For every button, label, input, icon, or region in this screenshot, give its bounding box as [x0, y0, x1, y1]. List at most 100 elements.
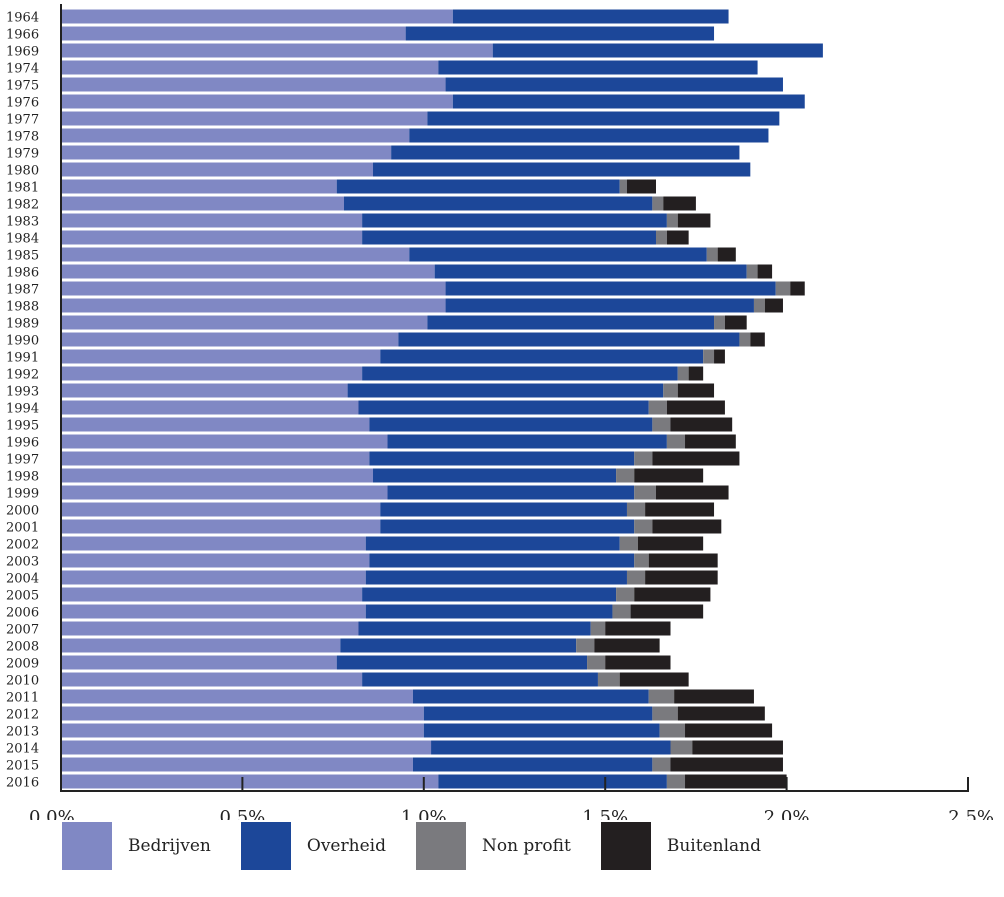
bar-buitenland-2000: [645, 502, 715, 517]
bar-buitenland-1998: [634, 468, 704, 483]
bar-bedrijven-2016: [61, 774, 439, 789]
bar-non-profit-1999: [634, 485, 656, 500]
category-label-1992: 1992: [6, 368, 39, 383]
bar-bedrijven-1989: [61, 315, 428, 330]
category-label-1995: 1995: [6, 419, 39, 434]
legend: Bedrijven Overheid Non profit Buitenland: [62, 822, 791, 870]
bar-bedrijven-2007: [61, 621, 359, 636]
bar-overheid-1983: [362, 213, 667, 228]
bar-overheid-1991: [380, 349, 704, 364]
category-label-1978: 1978: [6, 130, 39, 145]
bar-buitenland-2007: [605, 621, 671, 636]
category-label-1996: 1996: [6, 436, 39, 451]
category-label-1985: 1985: [6, 249, 39, 264]
category-label-2009: 2009: [6, 657, 39, 672]
category-label-1993: 1993: [6, 385, 39, 400]
bar-bedrijven-1966: [61, 26, 406, 41]
bar-bedrijven-2001: [61, 519, 381, 534]
bar-buitenland-1988: [764, 298, 783, 313]
category-label-1997: 1997: [6, 453, 39, 468]
bar-non-profit-1985: [706, 247, 718, 262]
category-label-1983: 1983: [6, 215, 39, 230]
bar-bedrijven-2000: [61, 502, 381, 517]
category-label-1988: 1988: [6, 300, 39, 315]
bar-overheid-2005: [362, 587, 617, 602]
category-label-2006: 2006: [6, 606, 39, 621]
category-labels: 1964 1966 1969 1974 1975 1976 1977 1978 1979 1980…: [6, 11, 39, 791]
bar-overheid-1997: [369, 451, 635, 466]
bar-bedrijven-2002: [61, 536, 366, 551]
category-label-2013: 2013: [6, 725, 39, 740]
bar-non-profit-2004: [626, 570, 646, 585]
bar-overheid-1995: [369, 417, 653, 432]
bar-bedrijven-2015: [61, 757, 413, 772]
bar-buitenland-1997: [652, 451, 740, 466]
bar-bedrijven-2009: [61, 655, 337, 670]
bar-overheid-2004: [365, 570, 627, 585]
bar-bedrijven-1980: [61, 162, 374, 177]
bar-buitenland-2002: [637, 536, 704, 551]
bar-non-profit-2016: [666, 774, 686, 789]
bar-non-profit-1992: [677, 366, 689, 381]
x-tick-label: 2,0%: [764, 807, 810, 820]
bar-bedrijven-2003: [61, 553, 370, 568]
x-tick-label: 1,5%: [582, 807, 628, 820]
bar-overheid-1974: [438, 60, 758, 75]
bar-non-profit-2011: [648, 689, 675, 704]
category-label-1987: 1987: [6, 283, 39, 298]
bar-bedrijven-2006: [61, 604, 366, 619]
bar-non-profit-2013: [659, 723, 686, 738]
bar-buitenland-2001: [652, 519, 722, 534]
bar-overheid-2012: [423, 706, 653, 721]
bar-bedrijven-1992: [61, 366, 363, 381]
bar-bedrijven-2010: [61, 672, 363, 687]
bar-non-profit-2010: [597, 672, 620, 687]
bar-bedrijven-1993: [61, 383, 348, 398]
legend-label-non-profit: Non profit: [481, 836, 571, 856]
bar-overheid-2009: [336, 655, 588, 670]
bar-non-profit-1993: [663, 383, 678, 398]
bar-overheid-1979: [391, 145, 740, 160]
bar-bedrijven-1996: [61, 434, 388, 449]
legend-swatch-buitenland: [600, 822, 651, 870]
category-label-2016: 2016: [6, 776, 39, 791]
category-label-2007: 2007: [6, 623, 39, 638]
bar-bedrijven-1976: [61, 94, 453, 109]
bar-non-profit-2008: [576, 638, 595, 653]
bar-buitenland-2012: [677, 706, 765, 721]
bar-non-profit-1996: [666, 434, 686, 449]
bar-bedrijven-1998: [61, 468, 374, 483]
bar-buitenland-1990: [750, 332, 765, 347]
bar-overheid-2010: [362, 672, 598, 687]
bar-bedrijven-2011: [61, 689, 413, 704]
bar-bedrijven-1985: [61, 247, 410, 262]
category-label-1979: 1979: [6, 147, 39, 162]
bar-bedrijven-2004: [61, 570, 366, 585]
category-label-1991: 1991: [6, 351, 39, 366]
bar-buitenland-2010: [619, 672, 689, 687]
bar-overheid-1964: [452, 9, 729, 24]
bar-bedrijven-1987: [61, 281, 446, 296]
category-label-1981: 1981: [6, 181, 39, 196]
category-label-1982: 1982: [6, 198, 39, 213]
bar-buitenland-2006: [630, 604, 704, 619]
bar-overheid-1969: [492, 43, 823, 58]
bar-non-profit-2009: [587, 655, 606, 670]
category-label-1994: 1994: [6, 402, 39, 417]
category-label-1977: 1977: [6, 113, 39, 128]
bar-buitenland-1986: [757, 264, 773, 279]
bar-overheid-1975: [445, 77, 783, 92]
bar-non-profit-2002: [619, 536, 638, 551]
category-label-1976: 1976: [6, 96, 39, 111]
x-tick-label: 1,0%: [401, 807, 447, 820]
category-label-1986: 1986: [6, 266, 39, 281]
bar-non-profit-1995: [652, 417, 671, 432]
bar-non-profit-1997: [634, 451, 653, 466]
bar-overheid-1992: [362, 366, 678, 381]
bar-bedrijven-2005: [61, 587, 363, 602]
legend-label-bedrijven: Bedrijven: [128, 836, 211, 856]
bar-non-profit-2012: [652, 706, 678, 721]
category-label-2004: 2004: [6, 572, 39, 587]
bar-overheid-1989: [427, 315, 715, 330]
legend-item-overheid: Overheid: [240, 822, 386, 870]
